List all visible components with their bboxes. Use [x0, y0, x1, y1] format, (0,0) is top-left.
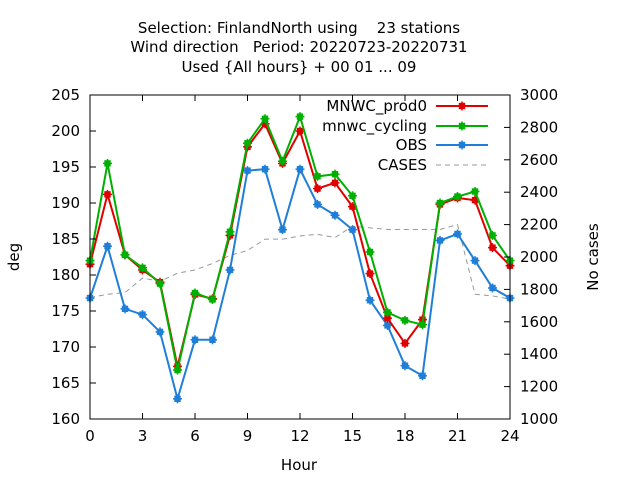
legend-entry-mnwc-cycling: mnwc_cycling [322, 117, 488, 136]
y2-axis-label: No cases [584, 223, 602, 291]
legend-label-mnwc-cycling: mnwc_cycling [322, 117, 427, 136]
y-tick-label: 180 [51, 266, 80, 284]
x-tick-label: 18 [395, 427, 414, 445]
x-tick-label: 24 [500, 427, 519, 445]
legend-entry-obs: OBS [396, 136, 488, 154]
y-tick-label: 170 [51, 338, 80, 356]
chart-title-line-2: Wind direction Period: 20220723-20220731 [130, 38, 467, 56]
y-tick-label: 185 [51, 230, 80, 248]
plot-series [85, 112, 515, 404]
y2-tick-label: 1600 [520, 313, 558, 331]
legend-label-mnwc-prod0: MNWC_prod0 [326, 97, 427, 116]
x-tick-label: 15 [343, 427, 362, 445]
chart-title-line-3: Used {All hours} + 00 01 ... 09 [182, 58, 417, 76]
y2-tick-label: 2000 [520, 248, 558, 266]
y2-tick-label: 1800 [520, 280, 558, 298]
x-tick-label: 3 [138, 427, 148, 445]
y-tick-label: 205 [51, 86, 80, 104]
axis-ticks: 0 3 6 9 12 15 18 21 24 160 165 170 175 180 185 190 195 20… [51, 86, 558, 445]
y2-tick-label: 2400 [520, 183, 558, 201]
series-mnwc-cycling [85, 112, 515, 375]
y-tick-label: 160 [51, 410, 80, 428]
x-tick-label: 12 [290, 427, 309, 445]
y-tick-label: 190 [51, 194, 80, 212]
chart-title: Selection: FinlandNorth using 23 station… [130, 19, 467, 76]
x-axis-label: Hour [281, 456, 318, 474]
y2-tick-label: 1400 [520, 345, 558, 363]
legend-label-obs: OBS [396, 136, 427, 154]
x-tick-label: 21 [448, 427, 467, 445]
chart-title-line-1: Selection: FinlandNorth using 23 station… [138, 19, 460, 37]
y-axis-label: deg [5, 243, 23, 271]
x-tick-label: 0 [85, 427, 95, 445]
y2-tick-label: 2600 [520, 151, 558, 169]
legend-entry-cases: CASES [378, 156, 488, 174]
y2-tick-label: 1200 [520, 378, 558, 396]
x-tick-label: 6 [190, 427, 200, 445]
y-tick-label: 175 [51, 302, 80, 320]
y-tick-label: 195 [51, 158, 80, 176]
y2-tick-label: 2200 [520, 216, 558, 234]
legend-entry-mnwc-prod0: MNWC_prod0 [326, 97, 488, 116]
y2-tick-label: 2800 [520, 118, 558, 136]
y-tick-label: 200 [51, 122, 80, 140]
y2-tick-label: 3000 [520, 86, 558, 104]
y-tick-label: 165 [51, 374, 80, 392]
legend-label-cases: CASES [378, 156, 427, 174]
x-tick-label: 9 [243, 427, 253, 445]
y2-tick-label: 1000 [520, 410, 558, 428]
